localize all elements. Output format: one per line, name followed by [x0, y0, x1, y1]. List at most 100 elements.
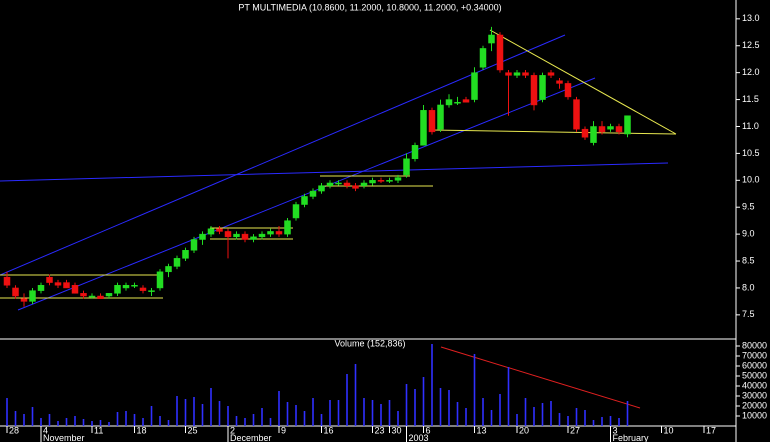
- candle-body: [207, 228, 215, 235]
- candle-body: [12, 287, 19, 297]
- x-tick-label: 16: [324, 425, 334, 435]
- volume-bar: [397, 411, 399, 426]
- volume-bar: [133, 414, 136, 426]
- candle-body: [615, 126, 623, 133]
- volume-bar: [448, 390, 450, 426]
- volume-bar: [363, 398, 365, 426]
- candle-body: [326, 182, 334, 186]
- candle-body: [199, 233, 206, 240]
- volume-bar: [252, 414, 255, 426]
- candle-body: [267, 231, 274, 235]
- x-tick-label: 28: [9, 425, 19, 435]
- candle-body: [445, 99, 453, 106]
- chart-title: PT MULTIMEDIA (10.8600, 11.2000, 10.8000…: [238, 2, 501, 12]
- candle-body: [233, 233, 240, 238]
- candle-body: [165, 266, 172, 273]
- candle-body: [590, 126, 597, 143]
- candle-body: [471, 72, 478, 100]
- volume-bar: [184, 399, 187, 426]
- volume-bar: [524, 398, 527, 426]
- candle-body: [63, 282, 70, 289]
- volume-bar: [541, 403, 544, 426]
- candle-body: [114, 285, 121, 294]
- volume-bar: [74, 416, 76, 426]
- candle-body: [479, 48, 487, 68]
- volume-bar: [329, 400, 331, 426]
- candle-body: [88, 295, 96, 298]
- candle-body: [522, 72, 529, 76]
- candle-body: [148, 290, 155, 292]
- candle-body: [71, 285, 79, 294]
- volume-bar: [48, 414, 51, 426]
- candle-body: [437, 104, 444, 130]
- candle-body: [190, 239, 198, 251]
- volume-bar: [431, 344, 433, 426]
- volume-bar: [584, 410, 586, 426]
- volume-bar: [159, 416, 161, 426]
- candle-body: [37, 285, 45, 291]
- x-tick-label: 18: [137, 425, 147, 435]
- y-tick-label: 8.0: [742, 282, 755, 292]
- volume-bar: [346, 374, 348, 426]
- candle-body: [131, 285, 138, 287]
- candle-body: [292, 204, 300, 219]
- volume-bar: [422, 377, 425, 426]
- volume-bar: [235, 416, 238, 426]
- volume-bar: [99, 420, 102, 426]
- y-tick-label: 10.5: [742, 148, 760, 158]
- candle-body: [250, 236, 257, 240]
- volume-bar: [575, 408, 578, 426]
- candle-body: [428, 110, 436, 133]
- y-tick-label: 13.0: [742, 13, 760, 23]
- y-tick-label: 8.5: [742, 255, 755, 265]
- triangle-top: [489, 29, 677, 135]
- volume-bar: [31, 407, 34, 426]
- volume-bar: [337, 400, 340, 426]
- volume-bar: [609, 416, 612, 426]
- volume-bar: [567, 416, 569, 426]
- y-tick-label: 50000: [742, 370, 767, 380]
- candle-body: [624, 115, 631, 135]
- candle-body: [3, 276, 11, 286]
- y-tick-label: 60000: [742, 360, 767, 370]
- volume-bar: [82, 419, 85, 426]
- volume-bar: [23, 414, 25, 426]
- candle-body: [539, 75, 546, 100]
- x-tick-label: 11: [94, 425, 103, 435]
- volume-bar: [6, 398, 8, 426]
- volume-bar: [142, 418, 144, 426]
- candle-body: [97, 295, 104, 299]
- x-tick-label: 13: [477, 425, 487, 435]
- volume-title: Volume (152,836): [334, 338, 405, 348]
- volume-bar: [320, 414, 323, 426]
- volume-bar: [618, 418, 620, 426]
- candle-body: [564, 83, 572, 98]
- volume-bar: [244, 418, 246, 426]
- volume-bar: [601, 417, 603, 426]
- candle-body: [352, 185, 359, 189]
- volume-bar: [465, 408, 467, 426]
- volume-bar: [516, 414, 518, 426]
- y-tick-label: 70000: [742, 350, 767, 360]
- volume-bar: [295, 405, 297, 426]
- volume-bar: [269, 418, 272, 426]
- volume-bar: [125, 411, 127, 426]
- candle-body: [224, 231, 232, 238]
- y-tick-label: 80000: [742, 340, 767, 350]
- x-tick-label: 27: [570, 425, 580, 435]
- candle-body: [156, 271, 164, 289]
- y-tick-label: 30000: [742, 390, 767, 400]
- volume-bar: [261, 408, 263, 426]
- candle-body: [369, 180, 376, 184]
- y-tick-label: 20000: [742, 400, 767, 410]
- volume-bar: [150, 406, 153, 426]
- x-tick-label: 3: [613, 425, 618, 435]
- candle-body: [386, 180, 393, 182]
- volume-bar: [167, 420, 170, 426]
- volume-bar: [91, 421, 93, 426]
- candle-body: [581, 128, 589, 138]
- candle-body: [454, 102, 461, 104]
- volume-bar: [57, 421, 59, 426]
